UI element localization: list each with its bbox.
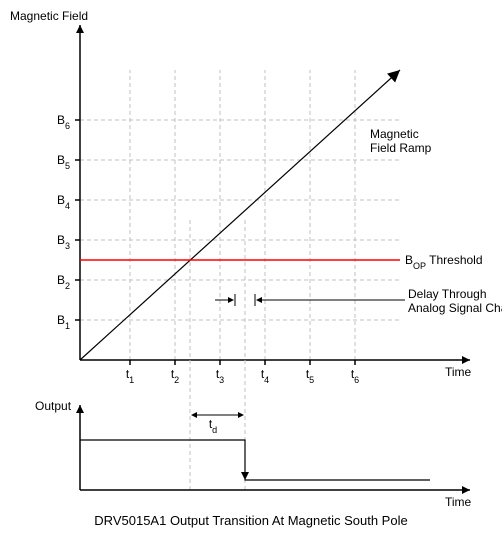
diagram-canvas: Magnetic Field Time t1 t2 t3 t4 t5 t6 B1 B2 B3 B4 B5… (0, 0, 502, 535)
svg-text:Output: Output (35, 399, 72, 413)
bop-threshold-label: BOP Threshold (405, 253, 483, 271)
svg-text:B6: B6 (57, 113, 70, 131)
svg-text:t4: t4 (261, 367, 269, 385)
svg-text:B5: B5 (57, 153, 70, 171)
svg-text:t5: t5 (306, 367, 314, 385)
x-axis-label: Time (445, 365, 472, 379)
svg-text:Delay Through: Delay Through (408, 287, 487, 301)
bottom-plot: Output Time (35, 399, 472, 509)
svg-text:td: td (209, 417, 217, 435)
y-axis-label: Magnetic Field (10, 9, 88, 23)
svg-text:Analog Signal Chain: Analog Signal Chain (408, 301, 502, 315)
svg-text:Time: Time (445, 495, 472, 509)
svg-text:Field Ramp: Field Ramp (370, 141, 432, 155)
svg-text:B1: B1 (57, 313, 70, 331)
svg-text:Magnetic: Magnetic (370, 127, 419, 141)
svg-text:B3: B3 (57, 233, 70, 251)
output-waveform (80, 440, 430, 480)
svg-text:t2: t2 (171, 367, 179, 385)
svg-text:t1: t1 (126, 367, 134, 385)
top-plot: Magnetic Field Time t1 t2 t3 t4 t5 t6 B1 B2 B3 B4 B5… (10, 9, 502, 490)
svg-text:B2: B2 (57, 273, 70, 291)
svg-text:t3: t3 (216, 367, 224, 385)
svg-text:B4: B4 (57, 193, 70, 211)
figure-caption: DRV5015A1 Output Transition At Magnetic … (94, 513, 407, 528)
svg-text:t6: t6 (351, 367, 359, 385)
